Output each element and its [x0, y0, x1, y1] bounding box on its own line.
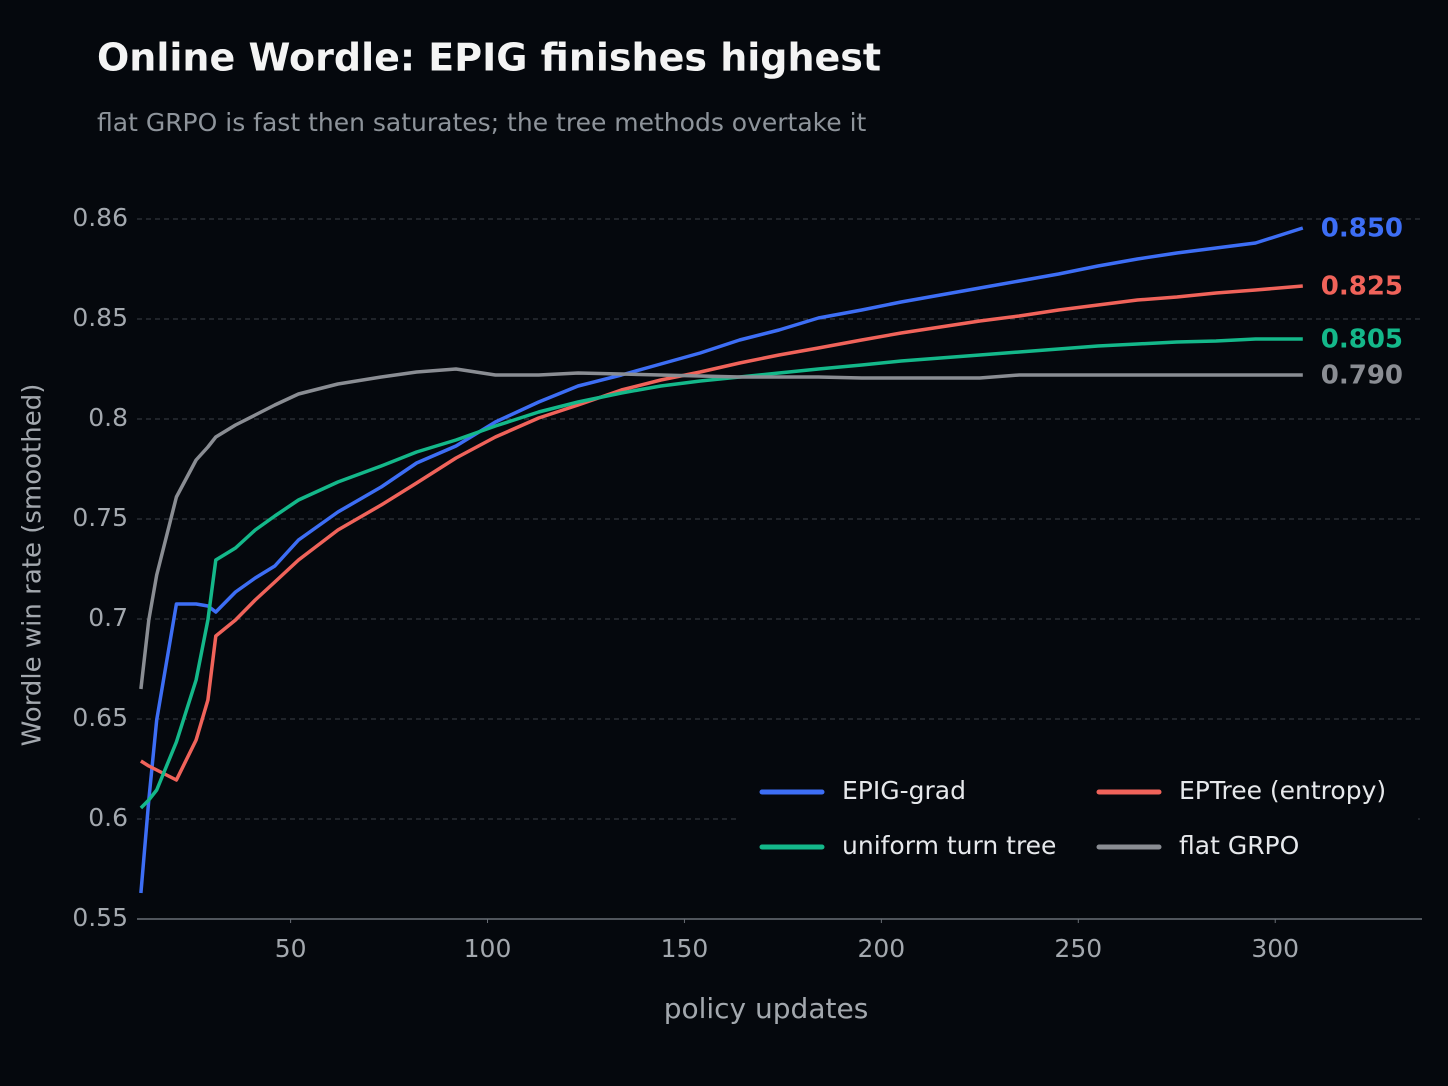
- y-axis-label: Wordle win rate (smoothed): [18, 384, 48, 747]
- chart-title: Online Wordle: EPIG finishes highest: [97, 36, 881, 80]
- x-axis-label: policy updates: [664, 992, 869, 1025]
- x-tick-label: 300: [1251, 934, 1299, 963]
- y-tick-label: 0.8: [88, 403, 128, 432]
- end-label: 0.805: [1321, 325, 1403, 355]
- end-label: 0.850: [1321, 214, 1403, 244]
- series-line: [139, 367, 1303, 690]
- y-tick-label: 0.7: [88, 603, 128, 632]
- y-tick-label: 0.6: [88, 803, 128, 832]
- legend-label: flat GRPO: [1179, 831, 1299, 860]
- x-tick-label: 250: [1054, 934, 1102, 963]
- end-label: 0.825: [1321, 272, 1403, 302]
- y-tick-label: 0.65: [72, 703, 128, 732]
- y-tick-label: 0.86: [72, 203, 128, 232]
- series-line: [139, 226, 1304, 894]
- legend-label: EPTree (entropy): [1179, 776, 1386, 805]
- legend-box: [738, 758, 1418, 878]
- x-tick-label: 50: [275, 934, 307, 963]
- y-tick-label: 0.55: [72, 903, 128, 932]
- x-tick-label: 150: [661, 934, 709, 963]
- series-line: [139, 337, 1303, 810]
- legend-label: EPIG-grad: [842, 776, 966, 805]
- y-tick-label: 0.85: [72, 303, 128, 332]
- legend-label: uniform turn tree: [842, 831, 1056, 860]
- x-tick-label: 100: [464, 934, 512, 963]
- chart-subtitle: flat GRPO is fast then saturates; the tr…: [97, 108, 867, 137]
- end-label: 0.790: [1321, 361, 1403, 391]
- x-tick-label: 200: [858, 934, 906, 963]
- y-tick-label: 0.75: [72, 503, 128, 532]
